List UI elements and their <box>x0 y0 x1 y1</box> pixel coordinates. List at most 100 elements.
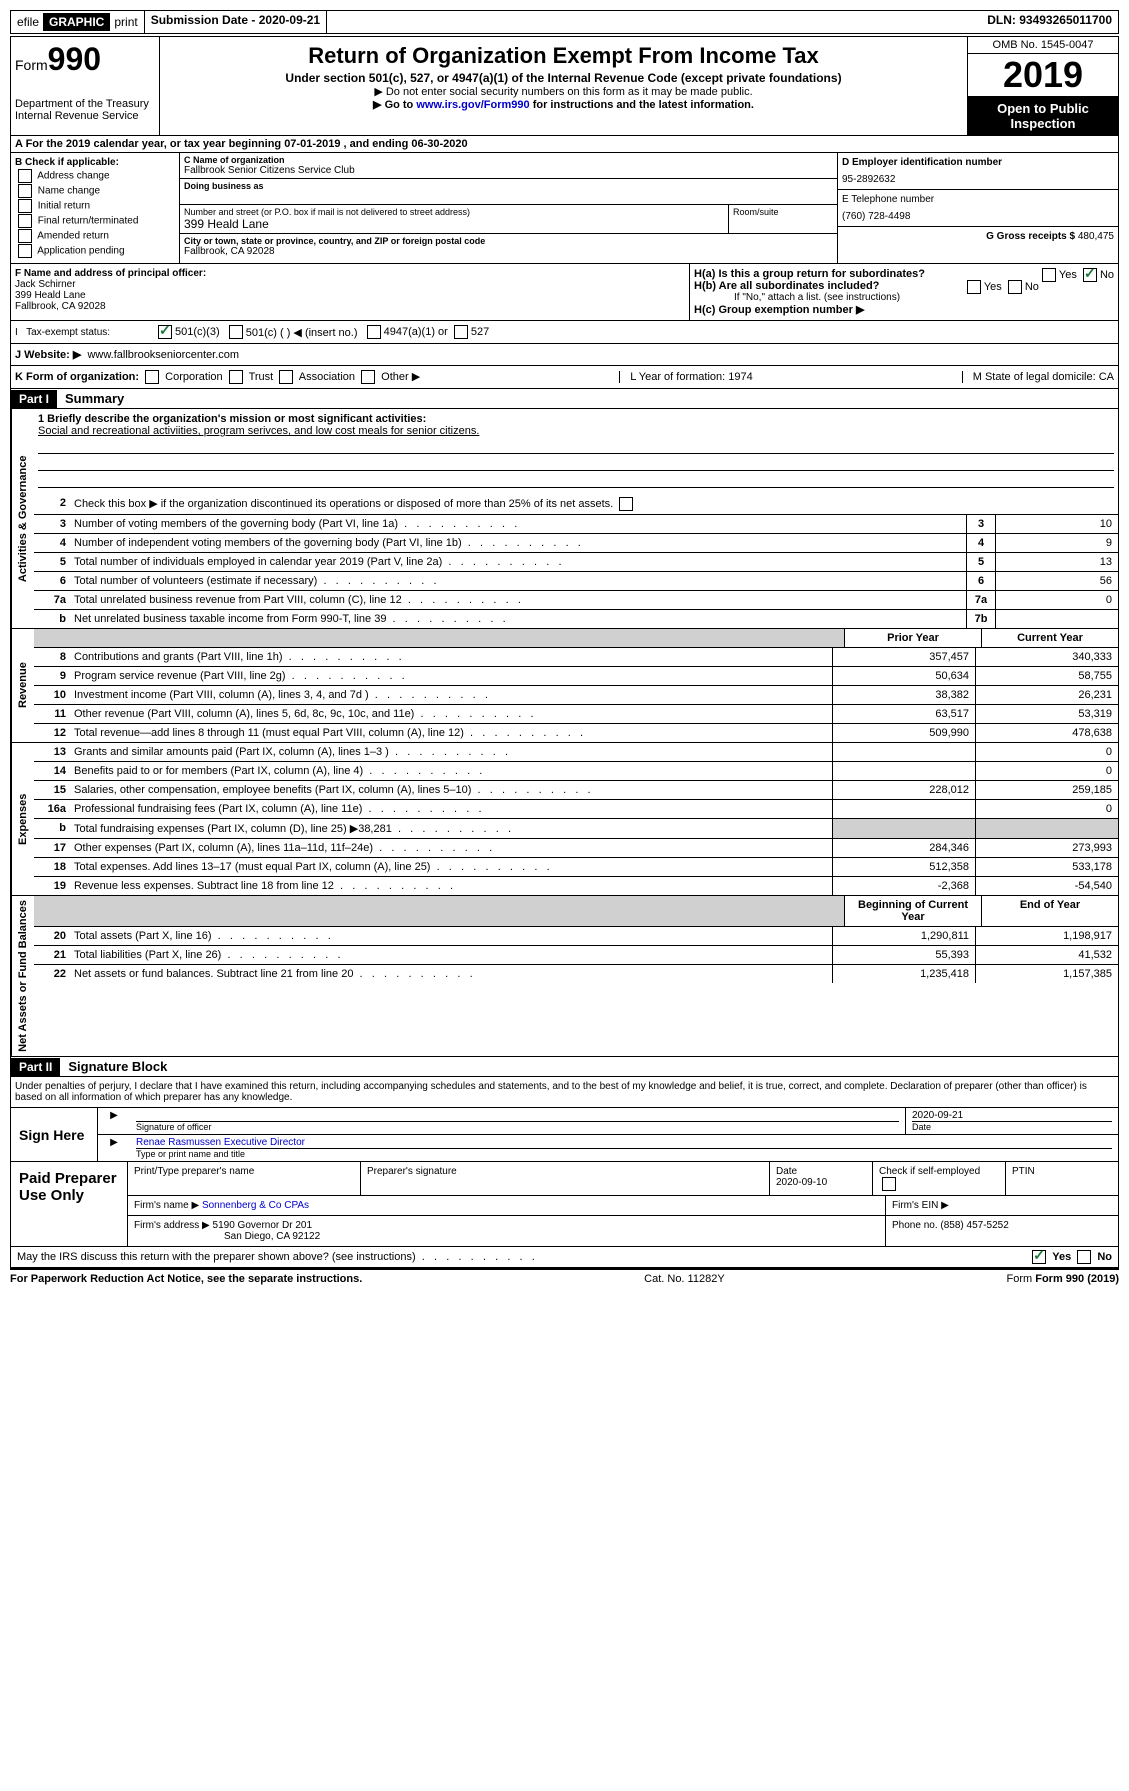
status-4947[interactable] <box>367 325 381 339</box>
status-501c3[interactable] <box>158 325 172 339</box>
form-990: 990 <box>48 41 101 77</box>
org-name-label: C Name of organization <box>184 155 833 165</box>
col-d: D Employer identification number 95-2892… <box>837 153 1118 263</box>
opt-address-change[interactable]: Address change <box>15 169 175 183</box>
ein-label: D Employer identification number <box>842 157 1114 168</box>
ha-no[interactable] <box>1083 268 1097 282</box>
part2-title-row: Part II Signature Block <box>10 1057 1119 1077</box>
form-title: Return of Organization Exempt From Incom… <box>164 43 963 69</box>
phone-value: (760) 728-4498 <box>842 211 1114 222</box>
org-name-row: C Name of organization Fallbrook Senior … <box>180 153 837 179</box>
line2-checkbox[interactable] <box>619 497 633 511</box>
gross-receipts-label: G Gross receipts $ <box>986 231 1075 242</box>
line1-label: 1 Briefly describe the organization's mi… <box>38 413 426 425</box>
website-url[interactable]: www.fallbrookseniorcenter.com <box>87 349 239 361</box>
exp-line-18: 18Total expenses. Add lines 13–17 (must … <box>34 858 1118 877</box>
col-b-label: B Check if applicable: <box>15 157 119 168</box>
graphic-label[interactable]: GRAPHIC <box>43 13 110 31</box>
form-label: Form <box>15 57 48 73</box>
prep-name-label: Print/Type preparer's name <box>128 1162 361 1195</box>
dba-row: Doing business as <box>180 179 837 205</box>
ha-row: H(a) Is this a group return for subordin… <box>694 268 1114 280</box>
line2: 2 Check this box ▶ if the organization d… <box>34 494 1118 515</box>
k-other[interactable] <box>361 370 375 384</box>
exp-line-b: bTotal fundraising expenses (Part IX, co… <box>34 819 1118 839</box>
part1-title: Summary <box>57 389 132 408</box>
discuss-row: May the IRS discuss this return with the… <box>10 1247 1119 1268</box>
opt-final-return[interactable]: Final return/terminated <box>15 214 175 228</box>
ha-yes[interactable] <box>1042 268 1056 282</box>
discuss-text: May the IRS discuss this return with the… <box>17 1251 535 1263</box>
firm-addr1: 5190 Governor Dr 201 <box>213 1220 313 1231</box>
status-501c[interactable] <box>229 325 243 339</box>
open-inspection: Open to Public Inspection <box>968 97 1118 135</box>
main-info: B Check if applicable: Address change Na… <box>10 153 1119 264</box>
phone-label: E Telephone number <box>842 194 1114 205</box>
k-corp[interactable] <box>145 370 159 384</box>
print-label[interactable]: print <box>114 15 137 29</box>
instructions-link[interactable]: www.irs.gov/Form990 <box>416 99 529 111</box>
opt-app-pending[interactable]: Application pending <box>15 244 175 258</box>
officer-label: F Name and address of principal officer: <box>15 268 206 279</box>
rev-line-9: 9Program service revenue (Part VIII, lin… <box>34 667 1118 686</box>
discuss-no[interactable] <box>1077 1250 1091 1264</box>
note-link: ▶ Go to www.irs.gov/Form990 for instruct… <box>164 98 963 111</box>
irs-label: Internal Revenue Service <box>15 110 155 122</box>
row-f-h: F Name and address of principal officer:… <box>10 264 1119 321</box>
k-label: K Form of organization: <box>15 371 139 383</box>
exp-line-14: 14Benefits paid to or for members (Part … <box>34 762 1118 781</box>
k-assoc[interactable] <box>279 370 293 384</box>
discuss-yes[interactable] <box>1032 1250 1046 1264</box>
k-trust[interactable] <box>229 370 243 384</box>
ptin-label: PTIN <box>1006 1162 1118 1195</box>
hb-no[interactable] <box>1008 280 1022 294</box>
hc-row: H(c) Group exemption number ▶ <box>694 303 1114 316</box>
website-label: J Website: ▶ <box>15 348 81 361</box>
rev-line-12: 12Total revenue—add lines 8 through 11 (… <box>34 724 1118 742</box>
opt-amended[interactable]: Amended return <box>15 229 175 243</box>
net-line-22: 22Net assets or fund balances. Subtract … <box>34 965 1118 983</box>
typed-name-link[interactable]: Renae Rasmussen Executive Director <box>136 1137 305 1148</box>
firm-name-label: Firm's name ▶ <box>134 1200 199 1211</box>
tax-year: 2019 <box>968 54 1118 97</box>
mission-block: 1 Briefly describe the organization's mi… <box>34 409 1118 494</box>
room-suite-label: Room/suite <box>729 205 837 233</box>
firm-ein-label: Firm's EIN ▶ <box>886 1196 1118 1215</box>
phone-row: E Telephone number (760) 728-4498 <box>838 190 1118 227</box>
exp-line-19: 19Revenue less expenses. Subtract line 1… <box>34 877 1118 895</box>
status-527[interactable] <box>454 325 468 339</box>
form-subtitle: Under section 501(c), 527, or 4947(a)(1)… <box>164 71 963 85</box>
paperwork-notice: For Paperwork Reduction Act Notice, see … <box>10 1273 362 1285</box>
part2-header: Part II <box>11 1058 60 1076</box>
hb-label: H(b) Are all subordinates included? <box>694 280 879 292</box>
officer-addr2: Fallbrook, CA 92028 <box>15 301 106 312</box>
exp-line-16a: 16aProfessional fundraising fees (Part I… <box>34 800 1118 819</box>
ha-label: H(a) Is this a group return for subordin… <box>694 268 925 280</box>
tax-status-label: I Tax-exempt status: <box>15 327 155 338</box>
header-mid: Return of Organization Exempt From Incom… <box>160 37 968 135</box>
note2-post: for instructions and the latest informat… <box>530 99 754 111</box>
opt-initial-return[interactable]: Initial return <box>15 199 175 213</box>
rev-line-10: 10Investment income (Part VIII, column (… <box>34 686 1118 705</box>
side-revenue: Revenue <box>11 629 34 742</box>
dba-label: Doing business as <box>184 181 833 191</box>
gross-receipts-value: 480,475 <box>1078 231 1114 242</box>
dept-treasury: Department of the Treasury <box>15 98 155 110</box>
self-emp-check[interactable] <box>882 1177 896 1191</box>
firm-name-link[interactable]: Sonnenberg & Co CPAs <box>202 1200 309 1211</box>
prep-date: 2020-09-10 <box>776 1177 827 1188</box>
part1-header: Part I <box>11 390 57 408</box>
h-section: H(a) Is this a group return for subordin… <box>690 264 1118 320</box>
hb-yes[interactable] <box>967 280 981 294</box>
firm-phone: (858) 457-5252 <box>940 1220 1008 1231</box>
opt-name-change[interactable]: Name change <box>15 184 175 198</box>
side-expenses: Expenses <box>11 743 34 895</box>
omb-number: OMB No. 1545-0047 <box>968 37 1118 54</box>
gov-line-7a: 7aTotal unrelated business revenue from … <box>34 591 1118 610</box>
revenue-header: Prior Year Current Year <box>34 629 1118 648</box>
gov-line-6: 6Total number of volunteers (estimate if… <box>34 572 1118 591</box>
top-bar: efile GRAPHIC print Submission Date - 20… <box>10 10 1119 34</box>
city-label: City or town, state or province, country… <box>184 236 833 246</box>
paid-preparer-row: Paid Preparer Use Only Print/Type prepar… <box>11 1161 1118 1246</box>
self-employed: Check if self-employed <box>873 1162 1006 1195</box>
